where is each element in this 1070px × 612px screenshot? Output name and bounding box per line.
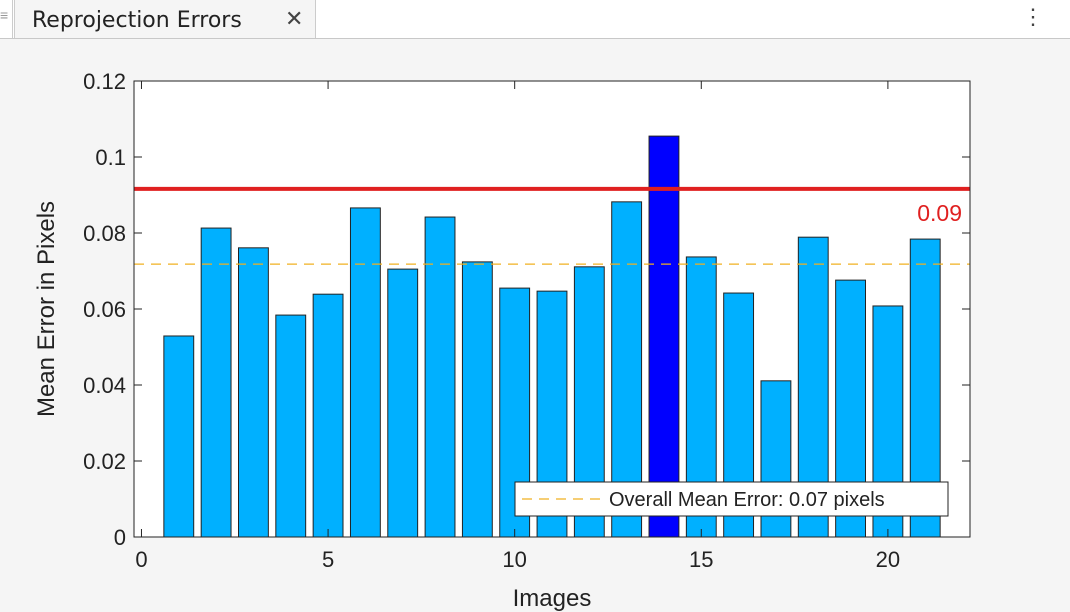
x-tick-label: 0 xyxy=(135,547,147,572)
bar-8 xyxy=(424,216,456,538)
more-vertical-icon[interactable]: ⋮ xyxy=(1022,4,1044,29)
bar-2 xyxy=(200,227,232,538)
threshold-label: 0.09 xyxy=(917,200,962,226)
bar-14 xyxy=(648,135,680,538)
bar-3 xyxy=(238,247,269,538)
tab-label: Reprojection Errors xyxy=(32,8,242,33)
x-tick-label: 20 xyxy=(876,547,900,572)
x-tick-label: 10 xyxy=(502,547,526,572)
y-tick-label: 0.06 xyxy=(83,297,126,322)
y-tick-label: 0 xyxy=(114,525,126,550)
bar-1 xyxy=(163,335,195,538)
x-axis-label: Images xyxy=(513,585,592,612)
y-axis-label: Mean Error in Pixels xyxy=(33,201,60,417)
y-tick-label: 0.08 xyxy=(83,221,126,246)
bar-9 xyxy=(461,261,493,538)
bar-4 xyxy=(275,314,307,538)
bar-7 xyxy=(387,268,419,538)
legend-box xyxy=(514,481,949,517)
tab-reprojection-errors[interactable]: Reprojection Errors ✕ xyxy=(14,0,316,38)
bar-6 xyxy=(349,207,381,538)
y-tick-label: 0.12 xyxy=(83,69,126,94)
panel-grip-icon[interactable]: ≡ xyxy=(0,0,13,38)
tab-bar: ≡ Reprojection Errors ✕ ⋮ xyxy=(0,0,1070,39)
bar-13 xyxy=(611,201,643,538)
y-tick-label: 0.02 xyxy=(83,449,126,474)
bar-5 xyxy=(312,293,344,538)
close-icon[interactable]: ✕ xyxy=(285,6,304,31)
y-tick-label: 0.04 xyxy=(83,373,126,398)
x-tick-label: 5 xyxy=(322,547,334,572)
x-tick-label: 15 xyxy=(689,547,713,572)
y-tick-label: 0.1 xyxy=(95,145,126,170)
legend-entry: Overall Mean Error: 0.07 pixels xyxy=(609,489,885,511)
